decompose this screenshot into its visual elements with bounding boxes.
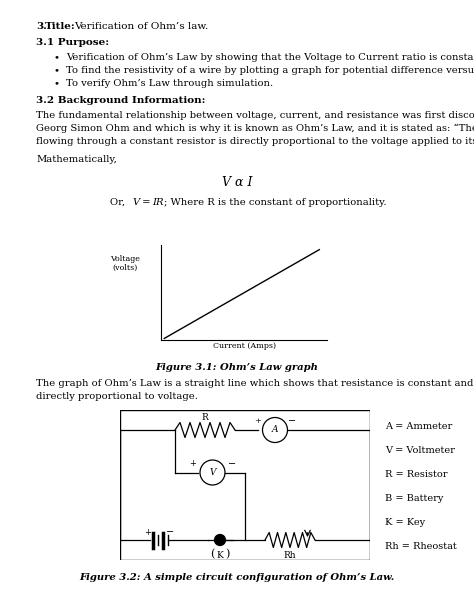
Text: −: −: [166, 528, 174, 538]
Text: IR: IR: [152, 198, 164, 207]
Text: ; Where R is the constant of proportionality.: ; Where R is the constant of proportiona…: [164, 198, 386, 207]
Text: Or,: Or,: [110, 198, 128, 207]
Text: Figure 3.2: A simple circuit configuration of Ohm’s Law.: Figure 3.2: A simple circuit configurati…: [79, 573, 395, 582]
Text: Title:: Title:: [45, 22, 76, 31]
Text: A: A: [272, 425, 278, 435]
Text: •: •: [54, 66, 60, 75]
Text: −: −: [289, 416, 297, 426]
Text: =: =: [139, 198, 154, 207]
Text: directly proportional to voltage.: directly proportional to voltage.: [36, 392, 198, 401]
Text: +: +: [144, 528, 151, 537]
Text: R = Resistor: R = Resistor: [385, 470, 447, 479]
X-axis label: Current (Amps): Current (Amps): [212, 341, 276, 349]
Text: The graph of Ohm’s Law is a straight line which shows that resistance is constan: The graph of Ohm’s Law is a straight lin…: [36, 379, 474, 388]
Text: flowing through a constant resistor is directly proportional to the voltage appl: flowing through a constant resistor is d…: [36, 137, 474, 146]
Text: Rh = Rheostat: Rh = Rheostat: [385, 542, 457, 551]
Text: Rh: Rh: [283, 550, 296, 560]
Text: 3.: 3.: [36, 22, 47, 31]
Text: B = Battery: B = Battery: [385, 494, 443, 503]
Y-axis label: Voltage
(volts): Voltage (volts): [109, 254, 140, 272]
Text: (: (: [210, 549, 215, 559]
Text: K = Key: K = Key: [385, 518, 425, 527]
Circle shape: [215, 535, 226, 546]
Text: V: V: [132, 198, 139, 207]
Text: +: +: [254, 417, 261, 425]
Text: V α I: V α I: [222, 176, 252, 189]
Text: K: K: [217, 550, 223, 560]
Text: Mathematically,: Mathematically,: [36, 155, 117, 164]
Text: V: V: [209, 468, 216, 477]
Text: Verification of Ohm’s law.: Verification of Ohm’s law.: [74, 22, 208, 31]
Text: •: •: [54, 53, 60, 62]
Text: −: −: [228, 459, 237, 469]
Text: 3.1 Purpose:: 3.1 Purpose:: [36, 38, 109, 47]
Text: Verification of Ohm’s Law by showing that the Voltage to Current ratio is consta: Verification of Ohm’s Law by showing tha…: [66, 53, 474, 62]
Text: To verify Ohm’s Law through simulation.: To verify Ohm’s Law through simulation.: [66, 79, 273, 88]
Text: +: +: [189, 459, 196, 468]
Text: ): ): [225, 549, 230, 559]
Text: 3.2 Background Information:: 3.2 Background Information:: [36, 96, 206, 105]
Text: •: •: [54, 79, 60, 88]
Text: Georg Simon Ohm and which is why it is known as Ohm’s Law, and it is stated as: : Georg Simon Ohm and which is why it is k…: [36, 124, 474, 134]
Text: The fundamental relationship between voltage, current, and resistance was first : The fundamental relationship between vol…: [36, 111, 474, 120]
Text: V = Voltmeter: V = Voltmeter: [385, 446, 455, 455]
Text: R: R: [201, 413, 209, 422]
Text: Figure 3.1: Ohm’s Law graph: Figure 3.1: Ohm’s Law graph: [155, 363, 319, 372]
Text: A = Ammeter: A = Ammeter: [385, 422, 452, 431]
Text: To find the resistivity of a wire by plotting a graph for potential difference v: To find the resistivity of a wire by plo…: [66, 66, 474, 75]
